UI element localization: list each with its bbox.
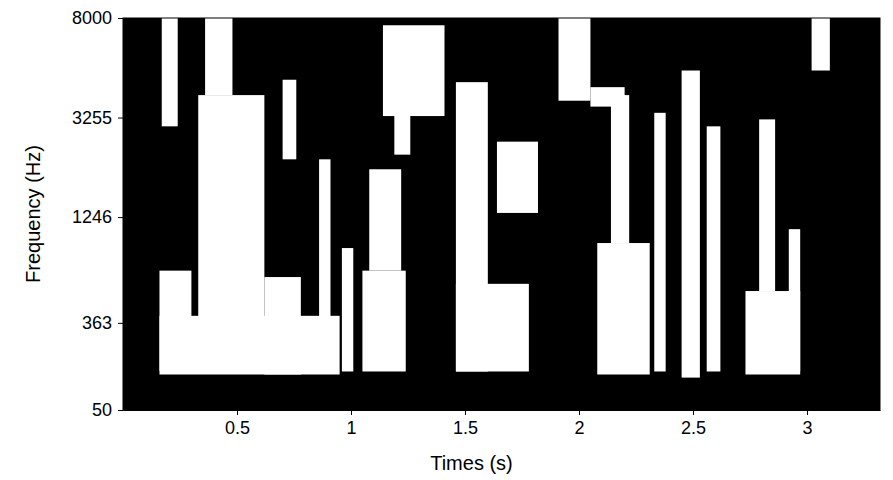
- mask-regions: [159, 18, 829, 378]
- mask-region: [456, 284, 529, 372]
- y-tick-mark: [118, 217, 123, 218]
- y-axis: 50 363 1246 3255 8000: [72, 8, 124, 420]
- mask-region: [789, 229, 800, 371]
- x-axis: 0.5 1 1.5 2 2.5 3: [124, 410, 881, 438]
- x-tick: 1: [347, 410, 357, 438]
- mask-region: [559, 18, 591, 101]
- x-axis-title: Times (s): [430, 452, 513, 474]
- x-tick: 3: [803, 410, 813, 438]
- y-tick-label: 3255: [72, 108, 112, 128]
- y-tick-label: 50: [92, 400, 112, 420]
- chart: 0.5 1 1.5 2 2.5 3 50 363 1246 3255 8000 Times (s) Fr…: [0, 0, 893, 480]
- plot-frame: [123, 18, 880, 410]
- x-tick: 2: [575, 410, 585, 438]
- x-tick-label: 1: [347, 418, 357, 438]
- mask-region: [162, 18, 178, 126]
- y-tick-label: 363: [82, 313, 112, 333]
- x-tick: 1.5: [453, 410, 478, 438]
- x-tick-mark: [579, 410, 580, 415]
- mask-region: [597, 243, 649, 374]
- x-tick-label: 1.5: [453, 418, 478, 438]
- x-tick-mark: [693, 410, 694, 415]
- mask-region: [342, 248, 353, 371]
- mask-region: [707, 126, 721, 371]
- x-tick-mark: [351, 410, 352, 415]
- mask-region: [369, 169, 401, 270]
- y-tick: 8000: [72, 8, 123, 28]
- mask-region: [394, 71, 410, 155]
- mask-region: [264, 277, 300, 374]
- mask-region: [205, 18, 232, 95]
- mask-region: [497, 142, 538, 213]
- y-axis-title: Frequency (Hz): [22, 145, 44, 283]
- y-tick-label: 8000: [72, 8, 112, 28]
- mask-region: [283, 80, 297, 160]
- mask-region: [611, 95, 629, 243]
- mask-region: [682, 71, 700, 378]
- y-tick-mark: [118, 18, 123, 19]
- y-tick: 50: [92, 400, 123, 420]
- plot: 0.5 1 1.5 2 2.5 3 50 363 1246 3255 8000: [72, 8, 881, 438]
- y-tick-mark: [118, 323, 123, 324]
- mask-region: [654, 113, 665, 372]
- x-tick-label: 2.5: [681, 418, 706, 438]
- y-tick-mark: [118, 410, 123, 411]
- mask-region: [198, 95, 264, 371]
- x-tick: 0.5: [225, 410, 250, 438]
- y-tick: 1246: [72, 207, 123, 227]
- x-tick: 2.5: [681, 410, 706, 438]
- y-tick-mark: [118, 118, 123, 119]
- mask-region: [159, 271, 191, 371]
- x-tick-label: 2: [575, 418, 585, 438]
- mask-region: [383, 25, 445, 116]
- mask-region: [759, 119, 775, 291]
- x-tick-label: 3: [803, 418, 813, 438]
- x-tick-label: 0.5: [225, 418, 250, 438]
- y-tick: 3255: [72, 108, 123, 128]
- y-tick: 363: [82, 313, 123, 333]
- mask-region: [362, 271, 405, 372]
- y-tick-label: 1246: [72, 207, 112, 227]
- mask-region: [319, 159, 330, 371]
- x-tick-mark: [237, 410, 238, 415]
- mask-region: [812, 18, 830, 71]
- plot-background: [123, 18, 880, 410]
- x-tick-mark: [807, 410, 808, 415]
- x-tick-mark: [465, 410, 466, 415]
